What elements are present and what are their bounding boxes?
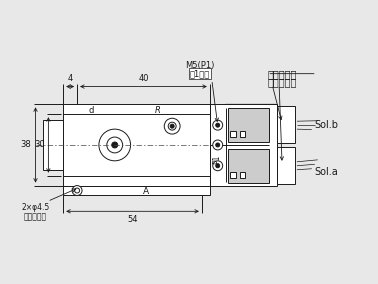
Bar xyxy=(228,108,269,142)
Circle shape xyxy=(72,185,82,195)
Text: 38: 38 xyxy=(20,141,31,149)
Circle shape xyxy=(168,122,176,130)
Text: 54: 54 xyxy=(127,215,138,224)
Circle shape xyxy=(99,129,130,161)
Bar xyxy=(240,131,245,137)
Text: （電磁形）: （電磁形） xyxy=(267,78,297,87)
Circle shape xyxy=(213,140,223,150)
Circle shape xyxy=(216,164,220,168)
Text: 4: 4 xyxy=(68,74,73,83)
Bar xyxy=(63,105,210,185)
Bar xyxy=(229,131,235,137)
Bar xyxy=(277,147,295,183)
Text: Sol.a: Sol.a xyxy=(315,167,339,177)
Circle shape xyxy=(216,123,220,127)
Circle shape xyxy=(74,188,80,193)
Text: M5(P1): M5(P1) xyxy=(185,61,215,70)
Circle shape xyxy=(107,137,122,153)
Text: （取付穴）: （取付穴） xyxy=(24,212,47,221)
Text: R: R xyxy=(154,106,160,115)
Circle shape xyxy=(164,118,180,134)
FancyBboxPatch shape xyxy=(224,105,277,145)
Text: P1: P1 xyxy=(212,154,221,164)
Text: A: A xyxy=(143,187,149,196)
Text: 2×φ4.5: 2×φ4.5 xyxy=(22,203,50,212)
Circle shape xyxy=(213,120,223,130)
Bar xyxy=(277,106,295,143)
Circle shape xyxy=(216,143,220,147)
Bar xyxy=(240,172,245,178)
Bar xyxy=(229,172,235,178)
Text: 30: 30 xyxy=(35,141,45,149)
Text: 40: 40 xyxy=(138,74,149,83)
Text: マニュアル: マニュアル xyxy=(267,69,297,79)
FancyBboxPatch shape xyxy=(224,145,277,185)
Bar xyxy=(228,149,269,183)
Text: Sol.b: Sol.b xyxy=(315,120,339,130)
Bar xyxy=(43,120,63,170)
Text: d: d xyxy=(88,106,94,115)
Bar xyxy=(210,105,277,185)
Circle shape xyxy=(213,161,223,171)
Circle shape xyxy=(112,142,118,148)
Bar xyxy=(63,185,210,195)
Text: 表1参照: 表1参照 xyxy=(190,69,210,78)
Circle shape xyxy=(170,124,174,128)
